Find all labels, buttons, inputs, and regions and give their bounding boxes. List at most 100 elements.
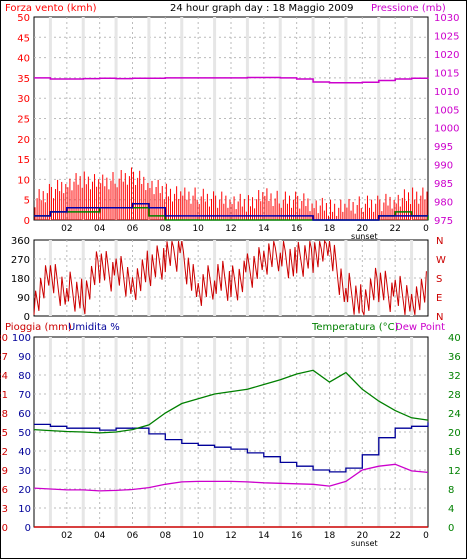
- x-tick-label: 04: [94, 531, 106, 541]
- gridline-v: [278, 240, 282, 316]
- gridline-v: [377, 240, 381, 316]
- gridline-v: [410, 240, 414, 316]
- rain-tick-label: 15: [0, 428, 8, 439]
- wind-pressure-panel: 0510152025303540455097598098599099510001…: [17, 13, 459, 241]
- temperature-tick-label: 36: [448, 352, 461, 363]
- wind-tick-label: 50: [17, 13, 30, 24]
- sunset-label: sunset: [351, 232, 378, 241]
- humidity-tick-label: 100: [12, 333, 31, 344]
- gridline-v: [180, 337, 184, 527]
- gridline-v: [114, 240, 118, 316]
- humidity-tick-label: 10: [18, 504, 31, 515]
- rain-tick-label: 0: [2, 523, 8, 534]
- gridline-v: [311, 240, 315, 316]
- compass-tick-label: E: [436, 293, 442, 304]
- rain-tick-label: 18: [0, 409, 8, 420]
- rain-axis-label: Pioggia (mm): [5, 322, 72, 333]
- gridline-v: [114, 17, 118, 220]
- x-tick-label: 12: [225, 224, 236, 234]
- x-tick-label: 10: [192, 531, 204, 541]
- dewpoint-axis-label: Dew Point: [395, 322, 445, 333]
- gridline-v: [377, 337, 381, 527]
- sunset-label: sunset: [351, 539, 378, 548]
- gridline-v: [344, 17, 348, 220]
- direction-tick-label: 270: [11, 255, 30, 266]
- wind-tick-label: 25: [17, 115, 30, 126]
- temperature-tick-label: 24: [448, 409, 461, 420]
- temperature-tick-label: 40: [448, 333, 461, 344]
- gridline-v: [377, 17, 381, 220]
- gridline-v: [344, 337, 348, 527]
- rain-tick-label: 12: [0, 447, 8, 458]
- gridline-v: [344, 240, 348, 316]
- gridline-v: [410, 17, 414, 220]
- humidity-tick-label: 70: [18, 390, 31, 401]
- x-tick-label: 12: [225, 531, 236, 541]
- direction-tick-label: 180: [11, 274, 30, 285]
- rain-tick-label: 6: [2, 485, 8, 496]
- gridline-v: [48, 17, 52, 220]
- compass-tick-label: N: [436, 236, 443, 247]
- gridline-v: [213, 17, 217, 220]
- x-tick-label: 08: [160, 224, 172, 234]
- humidity-tick-label: 90: [18, 352, 31, 363]
- gridline-v: [48, 337, 52, 527]
- rain-tick-label: 21: [0, 390, 8, 401]
- gridline-v: [81, 240, 85, 316]
- pressure-tick-label: 1005: [434, 105, 459, 116]
- gridline-v: [147, 17, 151, 220]
- x-tick-label: 08: [160, 531, 172, 541]
- pressure-tick-label: 995: [434, 142, 453, 153]
- rain-tick-label: 9: [2, 466, 8, 477]
- humidity-tick-label: 80: [18, 371, 31, 382]
- pressure-line: [34, 76, 429, 84]
- pressure-tick-label: 1000: [434, 124, 459, 135]
- pressure-tick-label: 1010: [434, 87, 459, 98]
- humidity-tick-label: 0: [25, 523, 31, 534]
- pressure-axis-label: Pressione (mb): [371, 3, 446, 14]
- humidity-tick-label: 20: [18, 485, 31, 496]
- x-tick-label: 06: [127, 531, 139, 541]
- x-tick-label: 18: [324, 224, 336, 234]
- rain-tick-label: 30: [0, 333, 8, 344]
- direction-tick-label: 0: [24, 312, 30, 323]
- gridline-v: [311, 17, 315, 220]
- gridline-v: [311, 337, 315, 527]
- temp-humidity-panel: 0369121518212427300102030405060708090100…: [0, 333, 461, 548]
- gridline-v: [245, 240, 249, 316]
- rain-tick-label: 24: [0, 371, 8, 382]
- x-tick-label: 20: [357, 531, 369, 541]
- x-tick-label: 20: [357, 224, 369, 234]
- graph-title: 24 hour graph day : 18 Maggio 2009: [170, 3, 353, 14]
- temperature-tick-label: 16: [448, 447, 461, 458]
- wind-tick-label: 5: [24, 196, 30, 207]
- x-tick-label: 0: [423, 224, 429, 234]
- temperature-axis-label: Temperatura (°C): [311, 322, 399, 333]
- temperature-tick-label: 12: [448, 466, 461, 477]
- gridline-v: [213, 240, 217, 316]
- temperature-tick-label: 32: [448, 371, 461, 382]
- pressure-tick-label: 1025: [434, 31, 459, 42]
- pressure-tick-label: 1020: [434, 50, 459, 61]
- dewpoint-line: [33, 463, 429, 492]
- wind-average-line: [34, 203, 428, 221]
- temperature-tick-label: 28: [448, 390, 461, 401]
- wind-direction-line: [33, 239, 427, 316]
- pressure-tick-label: 985: [434, 179, 453, 190]
- wind-tick-label: 0: [24, 216, 30, 227]
- humidity-line: [34, 422, 429, 473]
- wind-axis-label: Forza vento (kmh): [5, 3, 97, 14]
- rain-tick-label: 3: [2, 504, 8, 515]
- temperature-tick-label: 0: [448, 523, 454, 534]
- gridline-v: [245, 337, 249, 527]
- gridline-v: [180, 240, 184, 316]
- pressure-tick-label: 990: [434, 161, 453, 172]
- wind-tick-label: 30: [17, 94, 30, 105]
- temperature-line: [33, 369, 429, 434]
- x-tick-label: 02: [61, 531, 72, 541]
- x-tick-label: 14: [258, 224, 270, 234]
- direction-tick-label: 90: [17, 293, 30, 304]
- compass-tick-label: W: [436, 255, 446, 266]
